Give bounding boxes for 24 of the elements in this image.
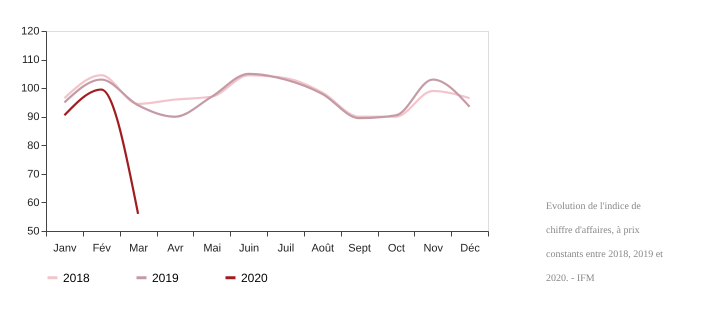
y-tick-label: 120 xyxy=(21,26,40,38)
x-tick-label: Mar xyxy=(129,242,148,254)
y-tick-label: 60 xyxy=(27,196,40,209)
x-tick-label: Août xyxy=(311,242,334,254)
x-tick-label: Juil xyxy=(278,242,294,254)
y-tick-label: 80 xyxy=(27,140,40,152)
y-tick-label: 90 xyxy=(27,111,40,124)
y-tick-label: 100 xyxy=(21,82,40,95)
x-tick-label: Oct xyxy=(388,242,405,254)
x-tick-label: Déc xyxy=(460,242,480,254)
text: Evolution de l'indice de chiffre d'affaires, à prix constants entre 2018, 2019 et 2020. - IFM xyxy=(546,201,663,284)
y-tick-label: 110 xyxy=(22,54,40,66)
x-tick-label: Fév xyxy=(92,242,112,254)
y-tick-label: 50 xyxy=(27,226,40,238)
x-tick-label: Nov xyxy=(423,242,444,254)
x-tick-label: Sept xyxy=(348,242,371,254)
x-tick-label: Janv xyxy=(53,242,78,254)
x-tick-label: Mai xyxy=(203,242,222,254)
legend-label: 2018 xyxy=(63,270,90,285)
legend-label: 2019 xyxy=(152,270,180,285)
x-tick-label: Avr xyxy=(167,242,184,254)
legend-label: 2020 xyxy=(241,270,268,285)
x-tick-label: Juin xyxy=(238,242,260,254)
y-tick-label: 70 xyxy=(27,168,40,180)
